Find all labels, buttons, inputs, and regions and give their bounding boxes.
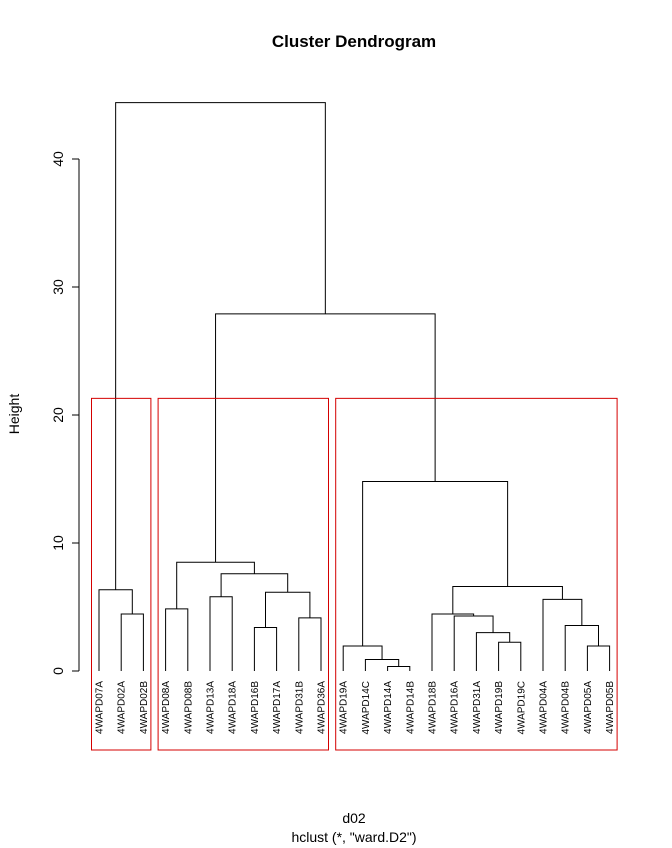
dendrogram-link [298,617,322,671]
dendrogram-link [362,481,509,647]
leaf-label: 4WAPD19A [339,681,350,734]
dendrogram-link [542,598,583,671]
leaf-label: 4WAPD08B [183,681,194,734]
y-tick-label: 30 [50,279,66,295]
leaf-label: 4WAPD31B [294,681,305,734]
dendrogram-link [342,645,383,671]
leaf-label: 4WAPD18B [428,681,439,734]
dendrogram-link [475,632,511,671]
x-axis-label: d02 [342,810,366,826]
leaf-label: 4WAPD02A [117,681,128,734]
leaf-label: 4WAPD16B [250,681,261,734]
dendrogram-link [265,591,311,628]
leaf-label: 4WAPD13A [206,681,217,734]
cluster-rectangle [157,397,329,751]
leaf-label: 4WAPD07A [95,681,106,734]
cluster-rectangle [91,397,152,751]
method-label: hclust (*, "ward.D2") [291,829,416,845]
leaf-label: 4WAPD36A [317,681,328,734]
leaf-label: 4WAPD18A [228,681,239,734]
leaf-label: 4WAPD02B [139,681,150,734]
dendrogram-link [452,586,563,615]
leaf-label: 4WAPD17A [272,681,283,734]
leaf-label: 4WAPD14A [383,681,394,734]
dendrogram-link [498,641,522,671]
leaf-label: 4WAPD05A [583,681,594,734]
y-axis-label: Height [6,394,22,435]
cluster-rectangles [91,397,618,751]
dendrogram-link [431,613,475,671]
cluster-rectangle [335,397,618,751]
dendrogram-link [120,613,144,671]
leaf-label: 4WAPD05B [605,681,616,734]
dendrogram-link [253,626,278,671]
leaf-label: 4WAPD14B [405,681,416,734]
dendrogram-link [176,561,255,609]
dendrogram-link [453,615,494,671]
dendrogram-link [98,589,133,671]
leaf-label: 4WAPD04B [561,681,572,734]
leaf-label: 4WAPD14C [361,681,372,735]
dendrogram-link [220,573,289,597]
dendrogram-links [98,102,611,671]
leaf-label: 4WAPD19C [516,681,527,735]
dendrogram-link [115,102,326,590]
dendrogram-link [586,645,611,671]
dendrogram-link [364,658,400,671]
leaf-label: 4WAPD04A [539,681,550,734]
leaf-label: 4WAPD16A [450,681,461,734]
dendrogram-link [564,625,599,671]
y-tick-label: 40 [50,151,66,167]
leaf-label: 4WAPD08A [161,681,172,734]
y-axis: 0 10 20 30 40 [50,151,80,675]
dendrogram-link [209,596,233,671]
chart-title: Cluster Dendrogram [272,32,436,51]
y-tick-label: 10 [50,535,66,551]
y-tick-label: 20 [50,407,66,423]
leaf-labels: 4WAPD07A 4WAPD02A 4WAPD02B 4WAPD08A 4WAPD08B… [95,681,617,735]
dendrogram-link [165,608,189,671]
y-tick-label: 0 [50,667,66,675]
leaf-label: 4WAPD31A [472,681,483,734]
dendrogram-link [215,313,436,563]
dendrogram-link [387,666,411,671]
leaf-label: 4WAPD19B [494,681,505,734]
